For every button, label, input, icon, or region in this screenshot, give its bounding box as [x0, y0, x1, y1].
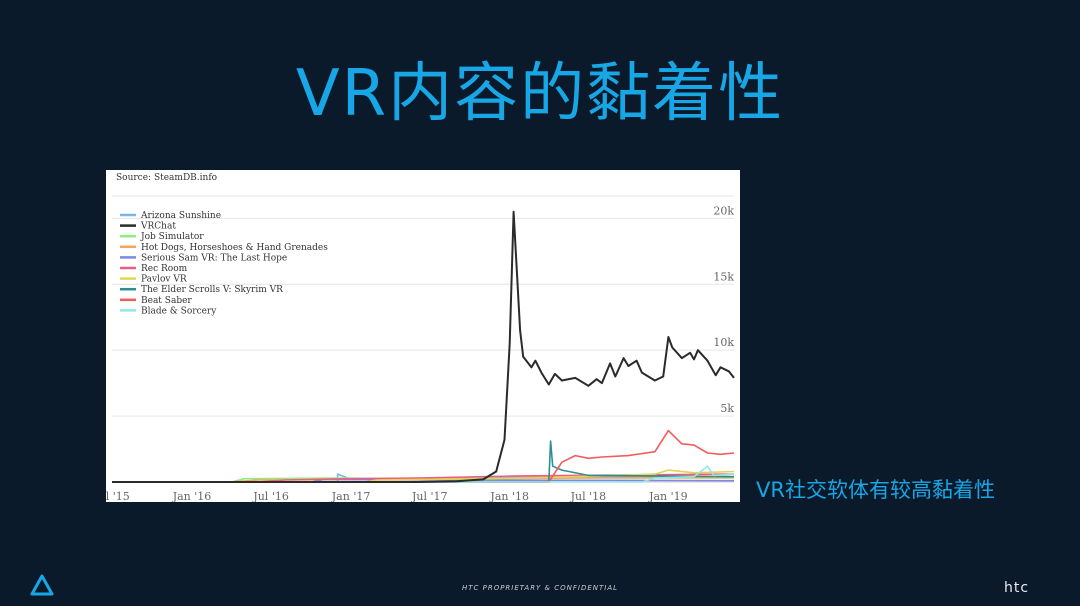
series-line — [112, 210, 735, 483]
legend-item: Arizona Sunshine — [140, 211, 221, 221]
legend-item: Beat Saber — [141, 296, 192, 306]
y-tick-label: 20k — [713, 204, 734, 217]
htc-logo: htc — [1004, 580, 1030, 596]
chart-canvas: Source: SteamDB.info 20k 15k 10k 5k Jul '15 Ja… — [106, 173, 735, 502]
triangle-logo-icon — [30, 574, 54, 600]
y-tick-label: 10k — [713, 336, 734, 349]
footer-confidential: HTC PROPRIETARY & CONFIDENTIAL — [461, 584, 619, 592]
legend-item: Serious Sam VR: The Last Hope — [141, 253, 287, 263]
y-tick-label: 5k — [720, 402, 734, 415]
slide-caption: VR社交软体有较高黏着性 — [756, 478, 995, 502]
y-tick-label: 15k — [713, 270, 734, 283]
x-tick-label: Jul '16 — [252, 490, 289, 502]
series-line — [112, 440, 735, 483]
legend-item: Pavlov VR — [141, 275, 187, 285]
legend-item: VRChat — [140, 222, 176, 232]
x-tick-label: Jul '15 — [106, 490, 130, 502]
legend-item: Rec Room — [141, 264, 188, 274]
legend-item: Hot Dogs, Horseshoes & Hand Grenades — [141, 243, 328, 253]
x-tick-label: Jul '17 — [411, 490, 448, 502]
x-tick-label: Jan '16 — [172, 490, 212, 502]
chart-source-label: Source: SteamDB.info — [116, 173, 217, 183]
x-tick-label: Jan '18 — [489, 490, 529, 502]
x-tick-label: Jan '19 — [648, 490, 688, 502]
series-line — [112, 465, 735, 483]
legend-item: The Elder Scrolls V: Skyrim VR — [141, 285, 283, 295]
x-tick-label: Jan '17 — [331, 490, 371, 502]
legend-item: Job Simulator — [140, 232, 204, 242]
series-line — [112, 429, 735, 483]
legend-item: Blade & Sorcery — [141, 306, 217, 316]
x-tick-label: Jul '18 — [570, 490, 607, 502]
slide-title: VR内容的黏着性 — [295, 57, 785, 131]
line-chart: Source: SteamDB.info 20k 15k 10k 5k Jul '15 Ja… — [106, 170, 740, 502]
